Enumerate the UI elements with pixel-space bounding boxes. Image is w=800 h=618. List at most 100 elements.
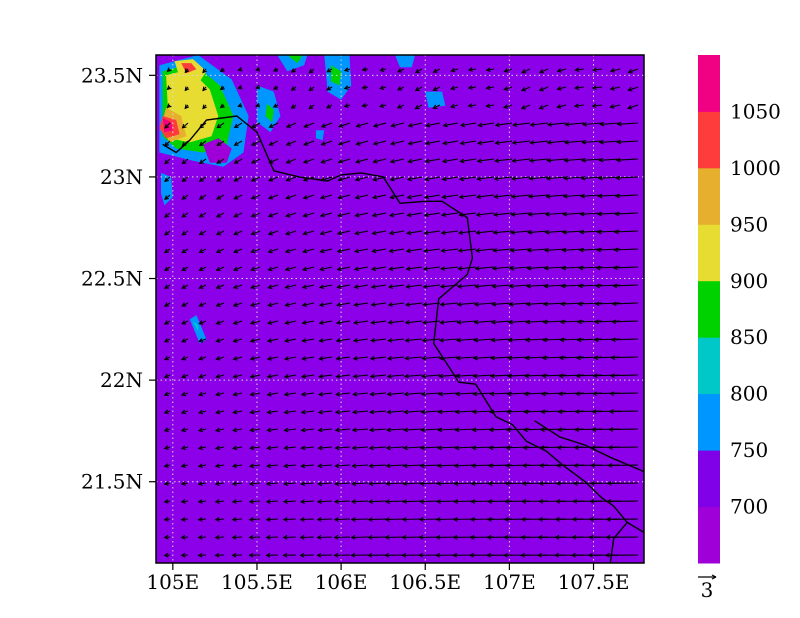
wind-vector <box>251 158 261 164</box>
wind-vector-head <box>308 86 314 92</box>
wind-vector <box>321 158 333 163</box>
wind-vector-head <box>613 247 619 253</box>
wind-vector-head <box>439 284 445 289</box>
wind-vector <box>303 176 315 181</box>
wind-vector-head <box>232 266 239 272</box>
wind-vector <box>336 374 351 378</box>
wind-vector-head <box>538 68 544 74</box>
wind-vector <box>512 140 531 144</box>
wind-vector-head <box>350 499 356 504</box>
wind-vector <box>433 68 441 73</box>
wind-vector <box>511 194 531 198</box>
wind-vector <box>386 500 405 503</box>
wind-vector-head <box>452 552 458 558</box>
wind-vector <box>285 266 297 271</box>
wind-vector-head <box>432 68 438 73</box>
wind-vector-head <box>299 481 306 487</box>
wind-vector-head <box>510 194 516 199</box>
wind-vector <box>216 248 225 253</box>
wind-vector-head <box>578 265 584 271</box>
wind-vector <box>319 374 333 378</box>
wind-vector <box>232 518 243 521</box>
wind-vector-head <box>544 247 550 253</box>
wind-vector-head <box>249 356 255 361</box>
wind-vector <box>352 464 369 467</box>
colorbar-label: 750 <box>730 438 768 462</box>
wind-vector-head <box>301 320 307 325</box>
wind-vector-head <box>272 67 278 72</box>
wind-vector-head <box>319 212 325 218</box>
wind-vector <box>495 122 513 126</box>
wind-vector-head <box>385 463 391 469</box>
wind-vector-head <box>385 445 391 451</box>
wind-vector-head <box>486 517 492 522</box>
colorbar-swatch <box>698 393 720 451</box>
wind-vector-head <box>379 67 385 73</box>
wind-vector-head <box>237 66 243 72</box>
wind-vector <box>216 158 225 164</box>
colorbar-label: 950 <box>730 212 768 236</box>
wind-vector-head <box>543 283 549 289</box>
wind-vector <box>268 230 279 235</box>
wind-vector-head <box>180 355 187 361</box>
wind-vector-head <box>396 104 402 109</box>
wind-vector <box>539 104 549 109</box>
wind-vector <box>337 284 351 288</box>
wind-vector-head <box>214 552 220 558</box>
wind-vector-head <box>424 176 430 182</box>
wind-vector-head <box>354 212 360 218</box>
wind-vector-head <box>508 301 514 307</box>
wind-vector <box>286 176 297 182</box>
wind-vector-head <box>180 552 186 558</box>
wind-vector-head <box>404 320 410 325</box>
wind-vector <box>302 356 315 360</box>
wind-vector-head <box>333 517 339 522</box>
wind-vector <box>198 446 207 449</box>
wind-vector <box>318 482 333 485</box>
wind-vector-head <box>181 320 187 325</box>
wind-vector <box>563 194 585 198</box>
wind-vector-head <box>250 248 256 254</box>
wind-vector-head <box>556 427 562 432</box>
wind-vector <box>388 320 405 324</box>
wind-vector-head <box>268 141 274 146</box>
wind-vector <box>335 410 351 413</box>
wind-vector-head <box>520 104 526 110</box>
wind-vector-head <box>554 534 560 540</box>
wind-vector-head <box>216 177 222 182</box>
wind-vector <box>283 518 297 521</box>
wind-vector <box>284 464 297 467</box>
wind-vector <box>407 212 423 216</box>
wind-vector <box>495 140 513 144</box>
wind-vector-head <box>184 68 190 74</box>
wind-vector-head <box>371 212 377 218</box>
wind-vector <box>512 158 531 162</box>
wind-vector-head <box>590 445 596 450</box>
wind-vector <box>199 320 207 325</box>
wind-vector-head <box>491 301 497 307</box>
wind-vector-head <box>267 284 273 290</box>
wind-vector-head <box>592 67 598 73</box>
colorbar-label: 850 <box>730 325 768 349</box>
wind-vector-head <box>507 337 513 343</box>
wind-vector-head <box>575 373 581 379</box>
wind-vector <box>441 266 459 270</box>
wind-vector-head <box>493 194 499 200</box>
wind-vector-head <box>609 391 615 396</box>
wind-vector-head <box>181 248 187 254</box>
wind-vector-head <box>521 463 527 468</box>
wind-vector-head <box>198 248 204 254</box>
wind-vector-head <box>231 463 237 469</box>
wind-vector-head <box>595 265 601 271</box>
wind-vector-head <box>402 463 408 469</box>
wind-vector <box>268 248 279 253</box>
wind-vector <box>198 464 207 467</box>
wind-vector <box>302 284 315 289</box>
wind-vector-head <box>419 445 425 451</box>
wind-vector-head <box>283 409 289 415</box>
wind-vector <box>286 194 297 199</box>
wind-vector <box>510 248 531 252</box>
wind-vector-head <box>455 391 461 397</box>
wind-vector <box>266 482 279 485</box>
wind-vector-head <box>320 141 326 146</box>
